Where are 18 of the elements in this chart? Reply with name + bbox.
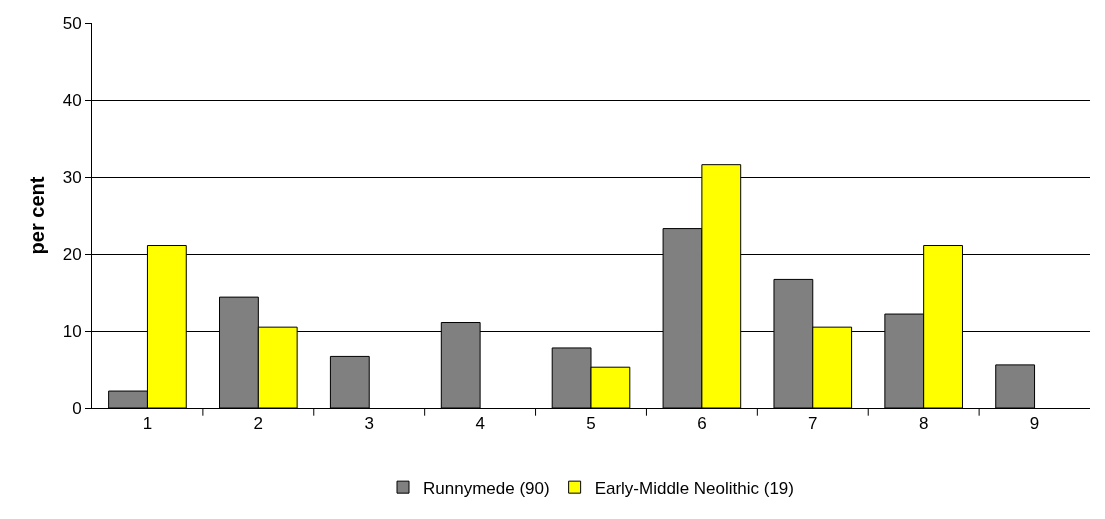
y-tick-label: 50 — [62, 13, 82, 33]
x-tick-label: 1 — [142, 414, 153, 434]
x-tick-label: 8 — [918, 414, 929, 434]
x-tick-label: 7 — [808, 414, 818, 434]
y-axis-title: per cent — [26, 176, 49, 255]
x-tick-label: 2 — [253, 414, 264, 434]
legend-label: Early-Middle Neolithic (19) — [594, 478, 794, 498]
y-tick-label: 40 — [62, 90, 82, 110]
legend-label: Runnymede (90) — [423, 478, 550, 498]
x-tick-label: 9 — [1029, 414, 1040, 434]
y-tick-label: 20 — [62, 244, 82, 264]
x-tick-label: 5 — [586, 414, 596, 434]
x-tick-label: 4 — [475, 414, 485, 434]
x-tick-label: 6 — [697, 414, 707, 434]
x-tick-label: 3 — [364, 414, 374, 434]
y-tick-label: 10 — [62, 321, 82, 341]
y-tick-label: 0 — [72, 398, 82, 418]
y-tick-label: 30 — [62, 167, 82, 187]
